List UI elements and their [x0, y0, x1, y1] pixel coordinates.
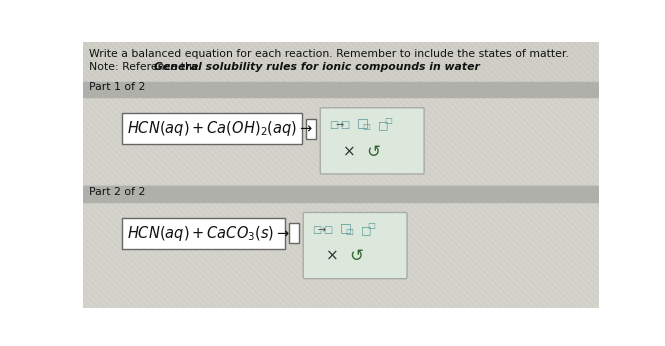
Text: General solubility rules for ionic compounds in water: General solubility rules for ionic compo…	[154, 62, 479, 72]
Text: Note: Reference the: Note: Reference the	[89, 62, 202, 72]
Text: □: □	[340, 221, 351, 234]
Text: Write a balanced equation for each reaction. Remember to include the states of m: Write a balanced equation for each react…	[89, 49, 569, 59]
Text: □: □	[361, 225, 372, 235]
Text: □: □	[378, 120, 389, 130]
FancyBboxPatch shape	[321, 108, 424, 174]
Text: □: □	[340, 120, 350, 130]
Text: □: □	[330, 120, 339, 130]
Text: □: □	[345, 227, 353, 236]
Bar	[83, 186, 598, 202]
Text: □: □	[323, 225, 332, 235]
Bar	[83, 97, 598, 184]
Text: Part 2 of 2: Part 2 of 2	[89, 187, 146, 197]
Bar	[83, 82, 598, 97]
Text: □: □	[313, 225, 322, 235]
Text: $\mathit{HCN}(aq) + \mathit{CaCO}_3(s) \rightarrow$: $\mathit{HCN}(aq) + \mathit{CaCO}_3(s) \…	[127, 224, 291, 243]
Bar	[289, 223, 299, 243]
Bar	[305, 119, 317, 138]
Text: □: □	[367, 221, 374, 230]
Text: □: □	[384, 116, 392, 125]
Bar	[122, 218, 285, 249]
Text: Part 1 of 2: Part 1 of 2	[89, 82, 146, 92]
Bar	[83, 202, 598, 308]
Text: →: →	[335, 120, 343, 130]
Text: $\mathit{HCN}(aq) + \mathit{Ca}(\mathit{OH})_2(aq) \rightarrow$: $\mathit{HCN}(aq) + \mathit{Ca}(\mathit{…	[127, 119, 313, 138]
FancyBboxPatch shape	[303, 212, 407, 279]
Bar	[83, 42, 598, 82]
Text: →: →	[318, 225, 326, 235]
Text: □: □	[362, 122, 370, 131]
Text: ↺: ↺	[366, 143, 380, 161]
Text: ×: ×	[342, 144, 356, 159]
Bar	[122, 113, 302, 144]
Text: ×: ×	[326, 249, 338, 264]
Text: □: □	[356, 117, 368, 130]
Text: ↺: ↺	[349, 247, 363, 265]
